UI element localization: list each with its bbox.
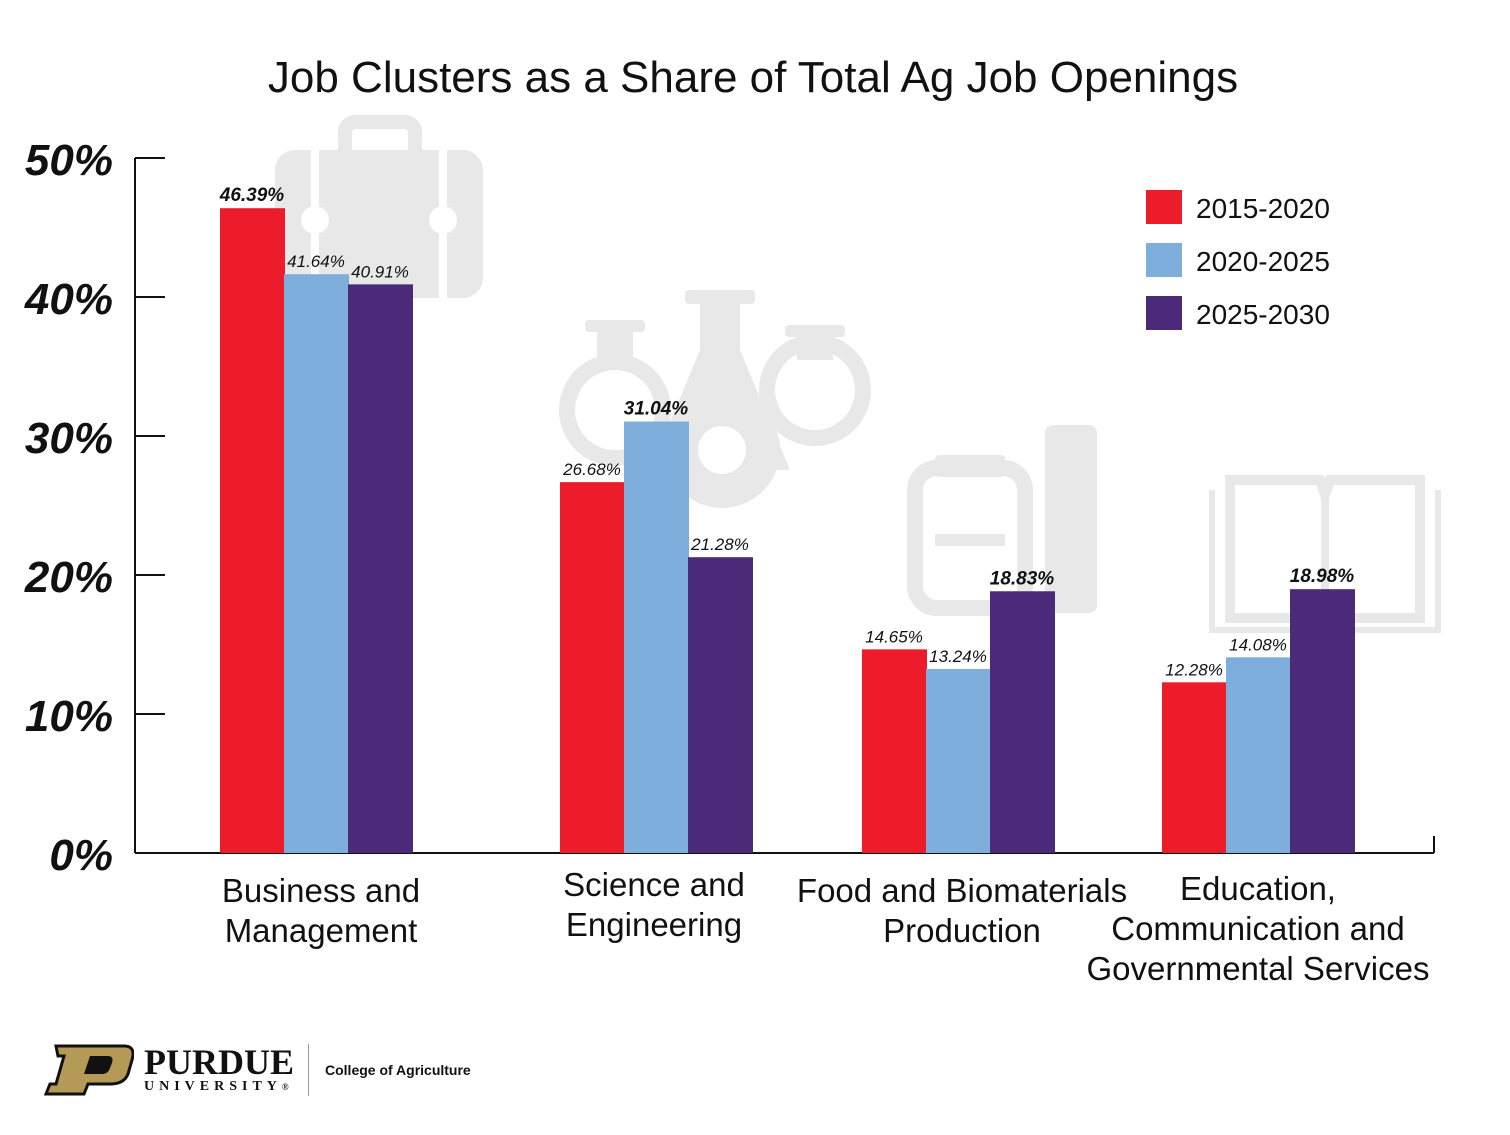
bar (624, 421, 689, 853)
data-label: 12.28% (1165, 660, 1223, 679)
brand-block: PURDUE UNIVERSITY® (144, 1042, 294, 1095)
category-label: Management (225, 912, 418, 949)
data-label: 14.08% (1229, 635, 1287, 654)
y-tick-label: 30% (25, 414, 113, 463)
data-label: 14.65% (865, 627, 923, 646)
data-label: 26.68% (562, 460, 621, 479)
y-tick-label: 10% (25, 692, 113, 741)
bar (560, 482, 625, 853)
data-label: 21.28% (690, 535, 749, 554)
category-label: Education, (1180, 870, 1336, 907)
bars (220, 208, 1355, 854)
y-axis-ticks: 0% 10% 20% 30% 40% 50% (24, 136, 165, 880)
lab-flasks-gear-icon (559, 290, 871, 508)
background-icons (275, 115, 1441, 640)
brand-name: PURDUE (144, 1042, 294, 1082)
data-label: 46.39% (219, 185, 285, 206)
data-label: 41.64% (287, 252, 345, 271)
briefcase-icon (275, 115, 483, 298)
bar (1162, 682, 1227, 853)
bar (688, 557, 753, 853)
college-name: College of Agriculture (325, 1062, 471, 1078)
brand-subtitle: UNIVERSITY® (144, 1079, 289, 1094)
data-label: 13.24% (929, 647, 987, 666)
legend: 2015-2020 2020-2025 2025-2030 (1146, 190, 1330, 330)
footer-divider (308, 1044, 309, 1096)
bar (1226, 657, 1291, 853)
category-label: Engineering (566, 906, 742, 943)
legend-label: 2025-2030 (1196, 299, 1330, 330)
legend-swatch (1146, 190, 1182, 224)
footer: PURDUE UNIVERSITY® College of Agricultur… (44, 1040, 471, 1100)
registered-mark: ® (281, 1082, 289, 1092)
category-label: Business and (222, 872, 420, 909)
category-label: Communication and (1111, 910, 1405, 947)
bar (862, 649, 927, 853)
category-label: Science and (563, 866, 745, 903)
factory-machine-icon (907, 425, 1097, 616)
legend-label: 2020-2025 (1196, 246, 1330, 277)
bar (220, 208, 285, 853)
category-label: Food and Biomaterials (797, 872, 1127, 909)
y-tick-label: 20% (24, 553, 113, 602)
bar (990, 591, 1055, 853)
category-label: Production (883, 912, 1041, 949)
legend-swatch (1146, 243, 1182, 277)
bar (284, 274, 349, 854)
data-label: 40.91% (351, 262, 409, 281)
data-labels: 46.39% 41.64% 40.91% 26.68% 31.04% 21.28% 14.6… (219, 185, 1355, 679)
y-tick-label: 50% (25, 136, 113, 185)
data-label: 18.98% (1290, 566, 1355, 587)
data-label: 31.04% (624, 399, 689, 420)
category-label: Governmental Services (1087, 950, 1430, 987)
legend-swatch (1146, 296, 1182, 330)
chart-title: Job Clusters as a Share of Total Ag Job … (268, 53, 1238, 102)
bar (926, 668, 991, 853)
legend-label: 2015-2020 (1196, 193, 1330, 224)
purdue-p-logo (44, 1044, 134, 1096)
data-label: 18.83% (990, 568, 1055, 589)
y-tick-label: 40% (24, 275, 113, 324)
y-tick-label: 0% (49, 831, 113, 880)
bar (348, 284, 413, 853)
bar (1290, 589, 1355, 853)
